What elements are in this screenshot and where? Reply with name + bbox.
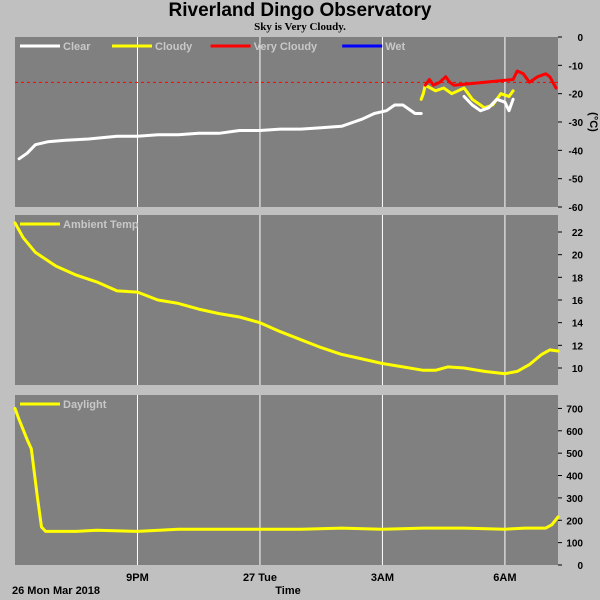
chart-panel-3: 0 100 200 300 400 500 600 700 Daylight 9PM 27 Tue 3… xyxy=(13,395,583,584)
y-tick-label: 300 xyxy=(566,494,583,505)
y-tick-label: 500 xyxy=(566,449,583,460)
y-tick-label: 20 xyxy=(572,251,584,262)
series-line-clear xyxy=(462,95,515,113)
plot-background xyxy=(15,395,558,565)
series-line-very-cloudy xyxy=(423,69,558,90)
legend-label: Wet xyxy=(385,41,405,53)
y-tick-label: -30 xyxy=(569,118,584,129)
legend-label: Ambient Temp xyxy=(63,219,139,231)
y-tick-label: 22 xyxy=(572,228,584,239)
series-line-daylight xyxy=(13,406,560,533)
y-tick-label: 600 xyxy=(566,427,583,438)
y-tick-label: 12 xyxy=(572,341,584,352)
y-tick-label: 700 xyxy=(566,404,583,415)
y-tick-label: 100 xyxy=(566,539,583,550)
plot-background xyxy=(15,215,558,385)
x-tick-label: 6AM xyxy=(493,572,516,584)
x-tick-label: 9PM xyxy=(126,572,149,584)
y-tick-label: 16 xyxy=(572,296,584,307)
y-tick-label: 200 xyxy=(566,516,583,527)
legend-label: Daylight xyxy=(63,399,107,411)
y-tick-label: -10 xyxy=(569,61,584,72)
series-line-clear xyxy=(17,103,423,161)
y-tick-label: 0 xyxy=(577,33,583,44)
y-tick-label: -40 xyxy=(569,146,584,157)
plot-background xyxy=(15,37,558,207)
chart-panel-2: 10 12 14 16 18 20 22 Ambient Temp xyxy=(13,215,584,385)
y-tick-label: -50 xyxy=(569,175,584,186)
y-tick-label: 400 xyxy=(566,472,583,483)
legend-label: Clear xyxy=(63,41,91,53)
page-title: Riverland Dingo Observatory xyxy=(168,0,432,21)
y-tick-label: -60 xyxy=(569,203,584,214)
x-axis-label: Time xyxy=(275,585,300,597)
legend-label: Cloudy xyxy=(155,41,193,53)
sky-status-subtitle: Sky is Very Cloudy. xyxy=(254,21,346,33)
footer-date-label: 26 Mon Mar 2018 xyxy=(12,585,100,597)
y-axis-label: (°C) xyxy=(587,112,599,132)
y-tick-label: 10 xyxy=(572,364,584,375)
legend-label: Very Cloudy xyxy=(254,41,318,53)
chart-panel-1: 0 -10 -20 -30 -40 -50 -60 (°C) Clear Cloudy Very C… xyxy=(15,33,599,214)
series-line-ambient-temp xyxy=(13,221,560,376)
y-tick-label: 0 xyxy=(577,561,583,572)
y-tick-label: -20 xyxy=(569,90,584,101)
y-tick-label: 18 xyxy=(572,273,584,284)
y-tick-label: 14 xyxy=(572,319,584,330)
x-tick-label: 27 Tue xyxy=(243,572,277,584)
x-tick-label: 3AM xyxy=(371,572,394,584)
